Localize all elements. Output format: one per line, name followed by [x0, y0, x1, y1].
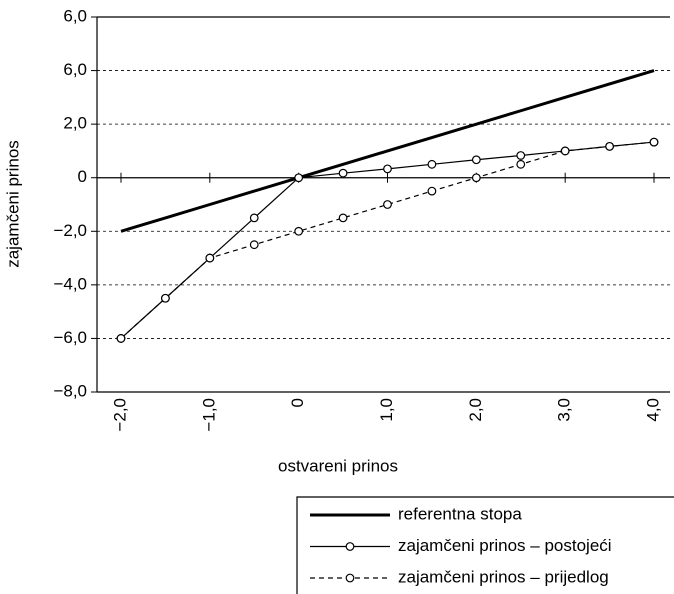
legend	[296, 496, 674, 594]
marker	[516, 151, 526, 160]
marker	[605, 141, 614, 151]
legend-frame	[296, 496, 674, 594]
legend-marker	[345, 542, 355, 551]
y-tick-label: −4,0	[53, 274, 87, 293]
marker	[205, 253, 215, 263]
series-line	[120, 69, 655, 233]
marker	[294, 173, 304, 183]
marker	[338, 168, 348, 178]
marker	[516, 159, 526, 169]
marker	[649, 137, 659, 147]
marker	[338, 213, 348, 223]
marker	[249, 240, 259, 250]
x-tick-label: −2,0	[110, 398, 129, 432]
marker	[471, 173, 481, 183]
x-tick-label: 4,0	[643, 398, 662, 422]
legend-marker	[345, 573, 355, 583]
marker	[471, 155, 481, 165]
marker	[161, 293, 170, 303]
y-axis-title: zajamčeni prinos	[3, 140, 22, 268]
marker	[383, 200, 392, 209]
y-tick-label: −2,0	[53, 221, 87, 240]
x-tick-label: 0	[288, 398, 307, 407]
legend-label: zajamčeni prinos – postojeći	[398, 536, 612, 555]
x-tick-label: −1,0	[199, 398, 218, 432]
marker	[427, 186, 437, 196]
x-tick-label: 3,0	[555, 398, 574, 422]
legend-label: zajamčeni prinos – prijedlog	[398, 567, 609, 586]
marker	[249, 213, 259, 223]
marker	[383, 164, 392, 174]
marker	[294, 226, 304, 236]
marker	[427, 159, 437, 169]
y-tick-label: 6,0	[63, 6, 87, 25]
x-axis-title: ostvareni prinos	[278, 456, 398, 475]
y-tick-label: −6,0	[53, 328, 87, 347]
y-tick-label: 2,0	[63, 114, 87, 133]
x-tick-label: 2,0	[466, 398, 485, 422]
y-tick-label: 0	[78, 167, 87, 186]
y-tick-label: 6,0	[63, 60, 87, 79]
marker	[116, 334, 126, 343]
legend-label: referentna stopa	[398, 504, 522, 523]
y-tick-label: −8,0	[53, 381, 87, 400]
x-tick-label: 1,0	[377, 398, 396, 422]
marker	[560, 146, 570, 156]
